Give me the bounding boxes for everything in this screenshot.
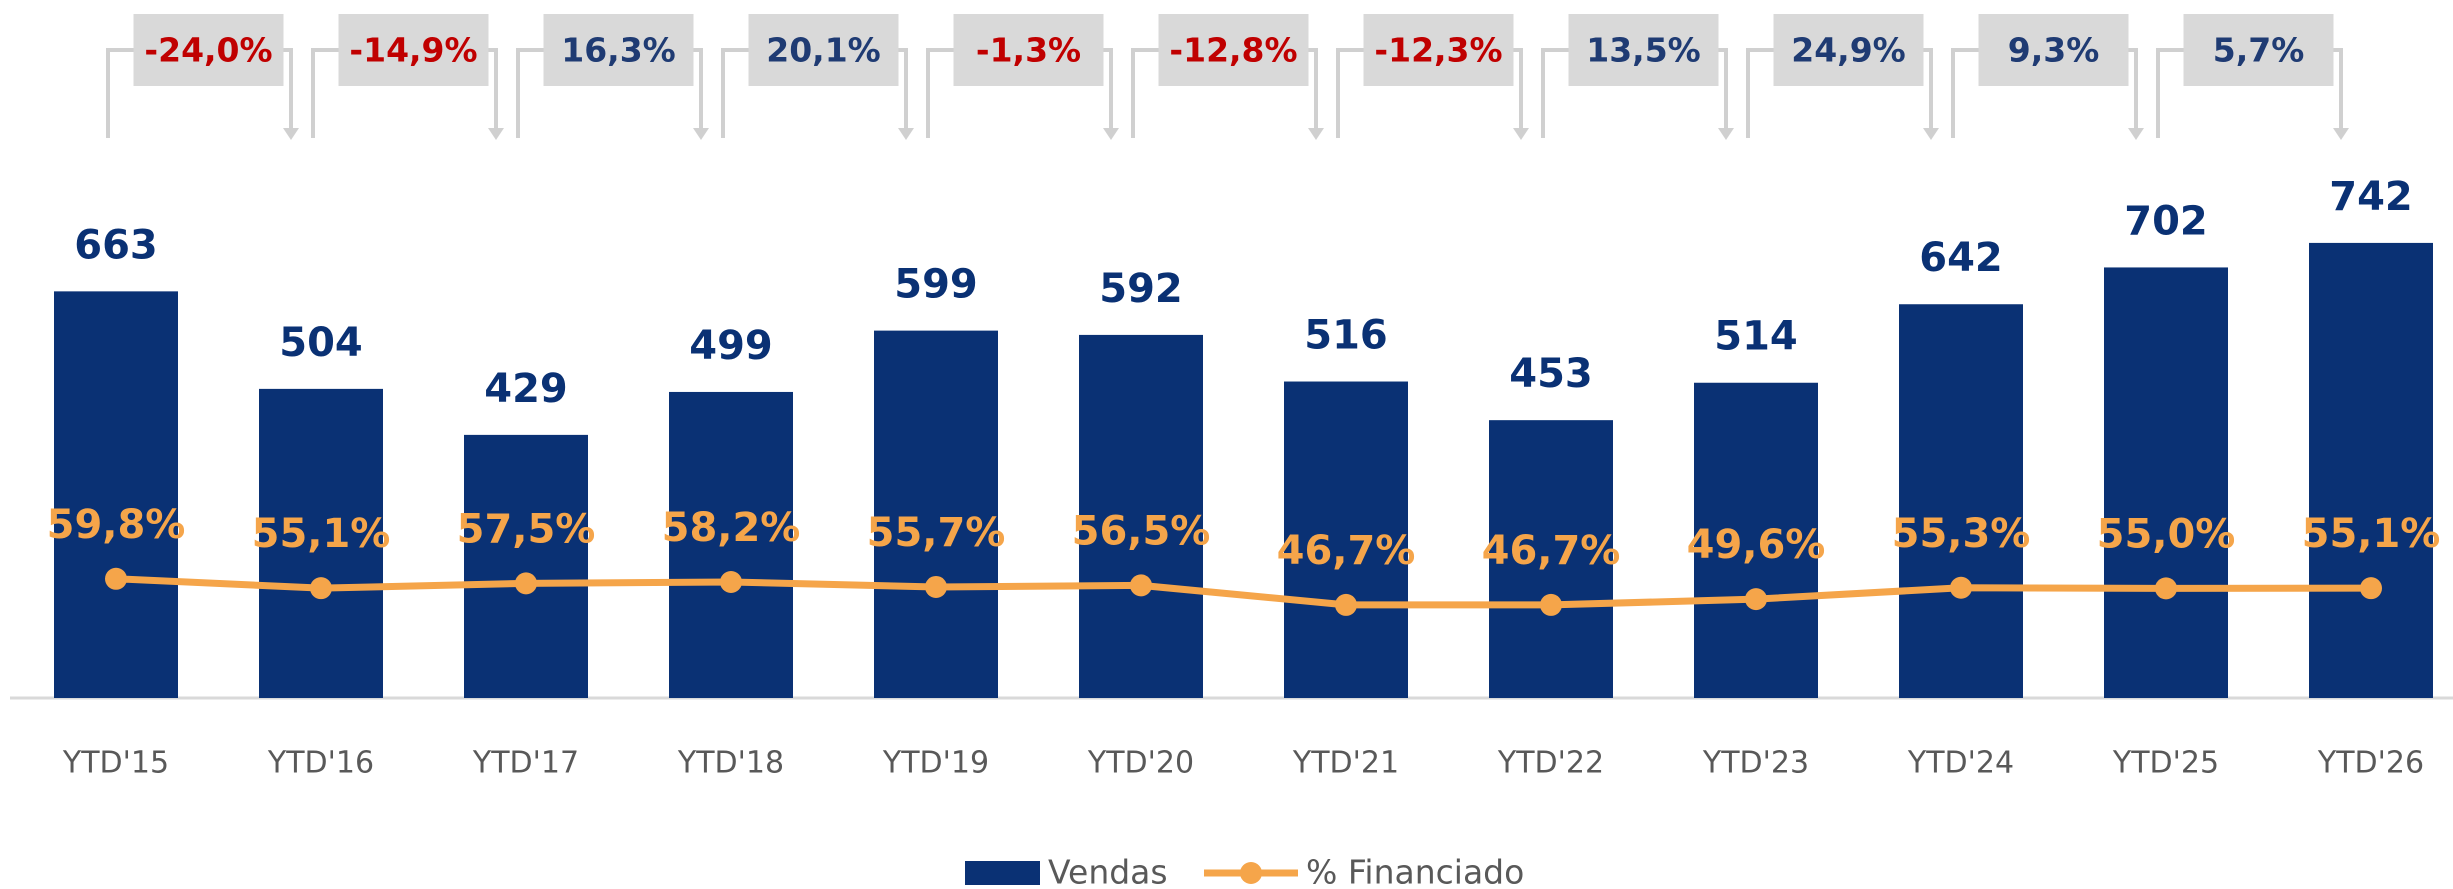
growth-arrowhead bbox=[898, 128, 914, 140]
bar bbox=[1489, 420, 1613, 698]
line-value-label: 59,8% bbox=[47, 502, 186, 548]
growth-box bbox=[1158, 14, 1309, 86]
growth-arrowhead bbox=[1718, 128, 1734, 140]
bar bbox=[54, 291, 178, 698]
bar bbox=[1899, 304, 2023, 698]
line-value-label: 55,1% bbox=[2302, 511, 2441, 557]
line-value-label: 46,7% bbox=[1277, 528, 1416, 574]
line-marker bbox=[515, 572, 537, 595]
line-value-label: 58,2% bbox=[662, 505, 801, 551]
line-value-label: 49,6% bbox=[1687, 522, 1826, 568]
x-tick-label: YTD'25 bbox=[2112, 746, 2219, 781]
x-tick-label: YTD'20 bbox=[1087, 746, 1194, 781]
bar bbox=[1284, 381, 1408, 698]
bar-value-label: 516 bbox=[1304, 313, 1388, 359]
x-tick-label: YTD'18 bbox=[677, 746, 784, 781]
growth-arrowhead bbox=[1308, 128, 1324, 140]
growth-label: 13,5% bbox=[1586, 31, 1701, 70]
bar bbox=[2104, 267, 2228, 698]
bar-value-label: 429 bbox=[484, 366, 568, 412]
line-marker bbox=[105, 567, 127, 590]
growth-label: -12,3% bbox=[1374, 31, 1502, 70]
growth-box bbox=[1568, 14, 1719, 86]
bar-value-label: 514 bbox=[1714, 314, 1798, 360]
growth-arrowhead bbox=[488, 128, 504, 140]
bar-value-label: 742 bbox=[2329, 174, 2413, 220]
bar bbox=[1694, 382, 1818, 698]
growth-box bbox=[338, 14, 489, 86]
line-marker bbox=[1130, 574, 1152, 597]
line-marker bbox=[925, 575, 947, 598]
legend-marker bbox=[1240, 862, 1262, 884]
line-value-label: 55,7% bbox=[867, 510, 1006, 556]
x-tick-label: YTD'26 bbox=[2317, 746, 2424, 781]
line bbox=[115, 575, 2372, 609]
bar-value-label: 599 bbox=[894, 262, 978, 308]
bar bbox=[259, 388, 383, 698]
growth-arrowhead bbox=[1923, 128, 1939, 140]
growth-label: 20,1% bbox=[766, 31, 881, 70]
line-marker bbox=[310, 577, 332, 600]
line-value-label: 46,7% bbox=[1482, 528, 1621, 574]
bar-value-label: 592 bbox=[1099, 266, 1183, 312]
growth-arrowhead bbox=[2333, 128, 2349, 140]
growth-arrowhead bbox=[1513, 128, 1529, 140]
growth-box bbox=[748, 14, 899, 86]
x-tick-label: YTD'17 bbox=[472, 746, 579, 781]
x-tick-label: YTD'19 bbox=[882, 746, 989, 781]
growth-label: -14,9% bbox=[349, 31, 477, 70]
bar-value-label: 499 bbox=[689, 323, 773, 369]
line-value-label: 55,0% bbox=[2097, 511, 2236, 557]
growth-box bbox=[1773, 14, 1924, 86]
growth-box bbox=[953, 14, 1104, 86]
legend-swatch bbox=[965, 861, 1040, 885]
x-tick-label: YTD'21 bbox=[1292, 746, 1399, 781]
x-tick-label: YTD'24 bbox=[1907, 746, 2014, 781]
growth-arrowhead bbox=[283, 128, 299, 140]
bar-value-label: 504 bbox=[279, 320, 363, 366]
legend-label: Vendas bbox=[1048, 853, 1168, 889]
line-marker bbox=[1950, 576, 1972, 599]
line-value-label: 55,3% bbox=[1892, 511, 2031, 557]
bar-value-label: 702 bbox=[2124, 198, 2208, 244]
line-marker bbox=[720, 570, 742, 593]
bar-value-label: 663 bbox=[74, 222, 158, 268]
x-tick-label: YTD'16 bbox=[267, 746, 374, 781]
growth-label: 16,3% bbox=[561, 31, 676, 70]
bar-value-label: 453 bbox=[1509, 351, 1593, 397]
line-value-label: 57,5% bbox=[457, 506, 596, 552]
growth-label: -1,3% bbox=[976, 31, 1081, 70]
growth-label: 24,9% bbox=[1791, 31, 1906, 70]
growth-box bbox=[1978, 14, 2129, 86]
growth-label: 5,7% bbox=[2213, 31, 2305, 70]
x-tick-label: YTD'23 bbox=[1702, 746, 1809, 781]
bar bbox=[669, 391, 793, 698]
legend-label: % Financiado bbox=[1306, 853, 1524, 889]
growth-label: -24,0% bbox=[144, 31, 272, 70]
growth-label: -12,8% bbox=[1169, 31, 1297, 70]
growth-label: 9,3% bbox=[2008, 31, 2100, 70]
line-marker bbox=[2155, 577, 2177, 600]
bar-value-label: 642 bbox=[1919, 235, 2003, 281]
bar bbox=[2309, 242, 2433, 698]
growth-arrowhead bbox=[1103, 128, 1119, 140]
line-value-label: 55,1% bbox=[252, 511, 391, 557]
line-marker bbox=[1335, 593, 1357, 616]
growth-box bbox=[1363, 14, 1514, 86]
line-marker bbox=[2360, 577, 2382, 600]
growth-arrowhead bbox=[693, 128, 709, 140]
growth-box bbox=[2183, 14, 2334, 86]
growth-box bbox=[133, 14, 284, 86]
x-tick-label: YTD'22 bbox=[1497, 746, 1604, 781]
line-marker bbox=[1745, 588, 1767, 611]
line-value-label: 56,5% bbox=[1072, 508, 1211, 554]
growth-box bbox=[543, 14, 694, 86]
bar bbox=[464, 434, 588, 698]
line-marker bbox=[1540, 593, 1562, 616]
bar bbox=[1079, 334, 1203, 698]
x-tick-label: YTD'15 bbox=[62, 746, 169, 781]
growth-arrowhead bbox=[2128, 128, 2144, 140]
bar bbox=[874, 330, 998, 698]
